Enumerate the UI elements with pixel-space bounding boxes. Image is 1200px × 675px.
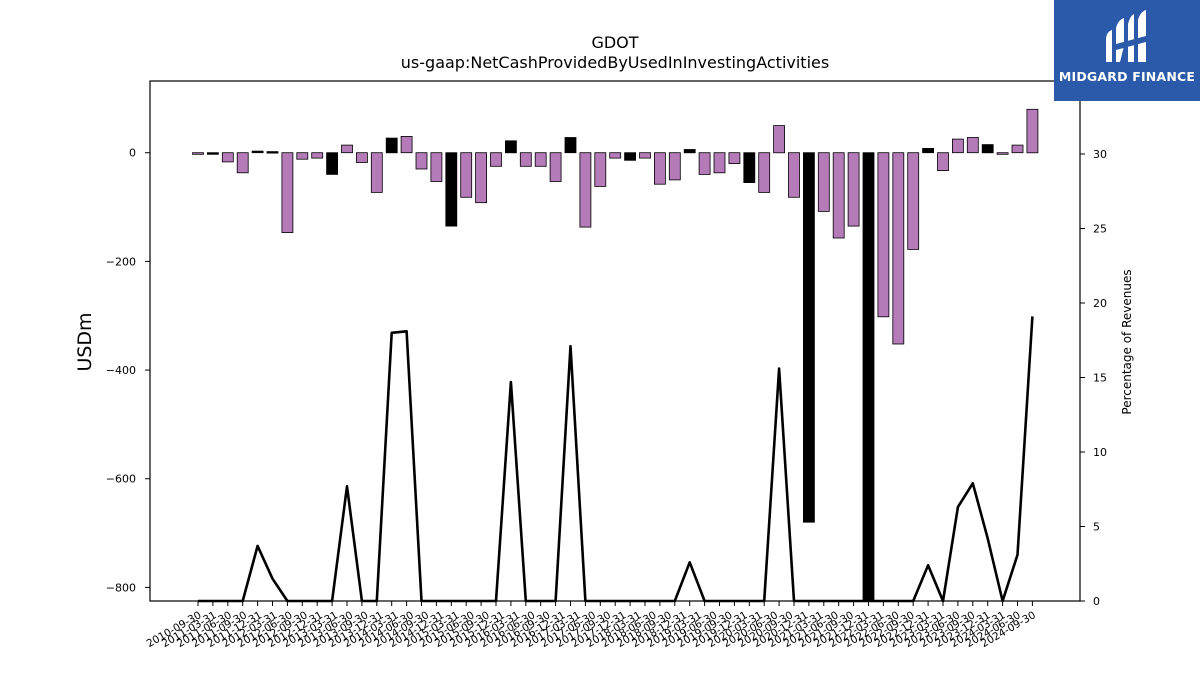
bar-2014-09-30 [430, 152, 443, 182]
bar-2011-03-31 [221, 152, 234, 163]
bar-2017-06-30 [594, 152, 607, 187]
bar-2018-03-31 [639, 152, 651, 159]
bar-2023-12-31 [981, 144, 994, 154]
y2-tick-label: 15 [1093, 372, 1107, 385]
bar-2015-09-30 [490, 152, 502, 167]
y-tick-label: −200 [106, 255, 136, 268]
bar-2012-12-31 [326, 152, 339, 175]
bar-2020-03-31 [758, 152, 771, 193]
bar-2018-06-30 [654, 152, 666, 185]
bar-2019-12-31 [743, 152, 756, 183]
bar-2021-06-30 [832, 152, 845, 239]
bar-2022-09-30 [907, 152, 920, 250]
bar-2014-03-31 [400, 135, 413, 154]
bar-2015-12-31 [504, 140, 517, 154]
bar-2019-06-30 [713, 152, 726, 174]
bar-2022-12-31 [922, 147, 934, 154]
y-tick-label: −800 [106, 581, 136, 594]
bar-2011-06-30 [236, 152, 249, 174]
bar-2016-12-31 [564, 137, 577, 154]
bar-2016-03-31 [519, 152, 532, 167]
bar-2013-09-30 [370, 152, 383, 193]
bar-2017-03-31 [579, 152, 592, 228]
bar-2018-12-31 [683, 149, 696, 154]
bar-2016-06-30 [534, 152, 547, 167]
bar-2024-06-30 [1011, 144, 1024, 154]
bar-2013-03-31 [341, 144, 353, 154]
bar-2019-09-30 [728, 152, 741, 164]
bar-2014-12-31 [445, 152, 458, 227]
y2-tick-label: 0 [1093, 595, 1100, 608]
logo-mark-icon [1106, 10, 1146, 62]
brand-name: MIDGARD FINANCE [1058, 69, 1196, 84]
bar-2021-09-30 [847, 152, 860, 227]
bar-2011-12-31 [266, 151, 279, 154]
y2-tick-label: 5 [1093, 521, 1100, 534]
y-axis-label: USDm [74, 312, 96, 371]
y2-tick-label: 10 [1093, 446, 1107, 459]
bar-2021-12-31 [862, 152, 875, 602]
bar-2010-09-30 [192, 152, 204, 155]
bar-2020-12-31 [803, 152, 815, 523]
bar-2017-12-31 [624, 152, 636, 161]
y2-tick-label: 25 [1093, 223, 1107, 236]
bar-2010-12-31 [206, 152, 219, 155]
bar-2023-09-30 [966, 137, 979, 154]
bar-series [192, 108, 1039, 602]
bar-2021-03-31 [817, 152, 830, 212]
y-tick-label: −400 [106, 364, 136, 377]
bar-2024-09-30 [1026, 108, 1039, 154]
bar-2022-06-30 [892, 152, 905, 345]
y-tick-label: 0 [129, 147, 136, 160]
bar-2022-03-31 [877, 152, 890, 318]
bar-2024-03-31 [996, 152, 1009, 155]
chart-subtitle: us-gaap:NetCashProvidedByUsedInInvesting… [401, 53, 829, 72]
bar-2015-03-31 [460, 152, 473, 198]
bar-2020-09-30 [788, 152, 800, 198]
chart-title: GDOT [591, 33, 638, 52]
bar-2014-06-30 [415, 152, 428, 170]
bar-2013-06-30 [355, 152, 368, 163]
bar-2017-09-30 [609, 152, 622, 159]
y2-axis: 0 5 10 15 20 25 30 [1080, 148, 1107, 608]
bar-2016-09-30 [549, 152, 562, 182]
x-axis: 2010-09-302011-03-312011-06-302011-09-30… [145, 601, 1038, 650]
y-axis: 0 −200 −400 −600 −800 [106, 147, 150, 594]
bar-2015-06-30 [475, 152, 488, 204]
bar-2020-06-30 [773, 125, 785, 154]
bar-2011-09-30 [251, 150, 264, 154]
pct-line [198, 316, 1034, 603]
bar-2012-06-30 [296, 152, 309, 160]
y2-tick-label: 20 [1093, 297, 1107, 310]
y2-tick-label: 30 [1093, 148, 1107, 161]
bar-2012-03-31 [281, 152, 294, 233]
bar-2018-09-30 [668, 152, 681, 181]
pct-series [198, 316, 1034, 603]
y2-axis-label: Percentage of Revenues [1120, 269, 1134, 414]
bar-2019-03-31 [698, 152, 711, 175]
bar-2023-03-31 [937, 152, 949, 171]
brand-logo: MIDGARD FINANCE [1054, 0, 1200, 101]
bar-2013-12-31 [385, 137, 398, 154]
bar-2023-06-30 [952, 138, 964, 154]
y-tick-label: −600 [106, 473, 136, 486]
bar-2012-09-30 [311, 152, 324, 159]
